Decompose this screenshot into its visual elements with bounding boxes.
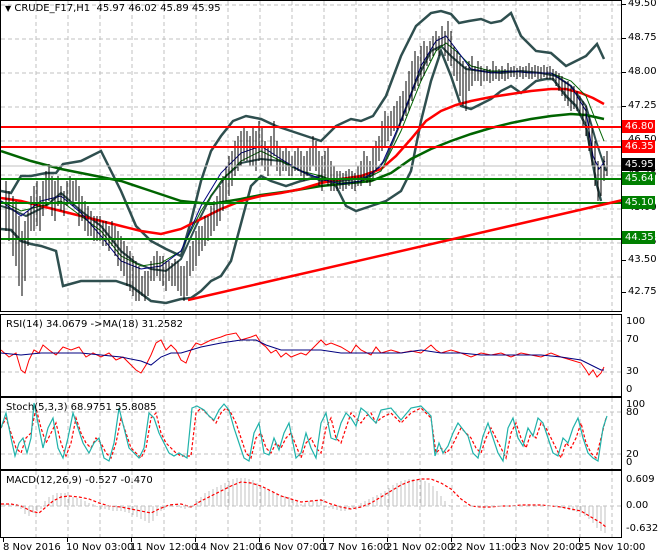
macd-panel[interactable]: MACD(12,26,9) -0.527 -0.470 bbox=[0, 470, 622, 538]
ohlc-values: 45.97 46.02 45.89 45.95 bbox=[96, 3, 221, 14]
bollinger-lower bbox=[1, 47, 603, 305]
macd-axis: 0.609 0.00 -0.632 bbox=[622, 470, 660, 538]
price-label: 47.25 bbox=[628, 100, 657, 111]
price-label: 49.50 bbox=[628, 0, 657, 9]
stoch-axis-label: 100 bbox=[626, 399, 646, 410]
stoch-main-line bbox=[1, 402, 608, 463]
price-label: 48.75 bbox=[628, 32, 657, 43]
level-tag-45-64: 45.64 bbox=[622, 172, 655, 185]
level-tag-45-10: 45.10 bbox=[622, 196, 655, 209]
rsi-axis-label: 0 bbox=[626, 384, 633, 395]
stoch-axis-label: 20 bbox=[626, 449, 639, 460]
stoch-signal-line bbox=[1, 407, 607, 460]
macd-histogram bbox=[4, 478, 606, 533]
time-label: 14 Nov 21:00 bbox=[194, 542, 262, 553]
price-label: 46.50 bbox=[628, 134, 657, 145]
stoch-title: Stoch(5,3,3) 68.9751 55.8085 bbox=[6, 402, 157, 413]
price-label: 48.00 bbox=[628, 66, 657, 77]
stoch-axis: 100 80 20 0 bbox=[622, 397, 660, 470]
macd-axis-label: -0.632 bbox=[626, 523, 659, 534]
price-chart-canvas bbox=[1, 1, 621, 311]
rsi-axis-label: 30 bbox=[626, 366, 639, 377]
time-label: 16 Nov 07:00 bbox=[258, 542, 326, 553]
macd-title: MACD(12,26,9) -0.527 -0.470 bbox=[6, 475, 153, 486]
rsi-title: RSI(14) 34.0679 ->MA(18) 31.2582 bbox=[6, 319, 183, 330]
time-label: 11 Nov 12:00 bbox=[130, 542, 198, 553]
rsi-axis-label: 100 bbox=[626, 316, 646, 327]
symbol-label: CRUDE_F17,H1 bbox=[14, 3, 91, 14]
stoch-panel[interactable]: Stoch(5,3,3) 68.9751 55.8085 bbox=[0, 397, 622, 470]
price-chart-panel[interactable]: ▼ CRUDE_F17,H1 45.97 46.02 45.89 45.95 bbox=[0, 0, 622, 312]
time-label: 23 Nov 20:00 bbox=[514, 542, 582, 553]
price-label: 42.75 bbox=[628, 286, 657, 297]
time-label: 17 Nov 16:00 bbox=[322, 542, 390, 553]
price-axis[interactable]: 49.50 48.75 48.00 47.25 46.50 45.75 45.0… bbox=[622, 0, 660, 312]
level-tag-46-35: 46.35 bbox=[622, 140, 655, 153]
macd-axis-label: 0.00 bbox=[626, 500, 649, 511]
rsi-ma-line bbox=[1, 339, 604, 371]
macd-signal-line bbox=[1, 478, 607, 528]
chart-title: ▼ CRUDE_F17,H1 45.97 46.02 45.89 45.95 bbox=[5, 3, 221, 14]
macd-canvas bbox=[1, 471, 621, 537]
current-price-tag: 45.95 bbox=[622, 158, 655, 171]
rsi-panel[interactable]: RSI(14) 34.0679 ->MA(18) 31.2582 bbox=[0, 314, 622, 397]
level-tag-44-35: 44.35 bbox=[622, 231, 655, 244]
level-tag-46-80: 46.80 bbox=[622, 120, 655, 133]
stoch-canvas bbox=[1, 398, 621, 469]
time-label: 10 Nov 03:00 bbox=[66, 542, 134, 553]
rsi-axis-label: 70 bbox=[626, 334, 639, 345]
stoch-axis-label: 0 bbox=[626, 457, 633, 468]
price-label: 43.50 bbox=[628, 254, 657, 265]
triangle-down-icon[interactable]: ▼ bbox=[5, 4, 12, 13]
time-label: 22 Nov 11:00 bbox=[450, 542, 518, 553]
uptrend-line bbox=[187, 199, 621, 302]
time-label: 25 Nov 10:00 bbox=[578, 542, 646, 553]
time-label: 8 Nov 2016 bbox=[3, 542, 61, 553]
rsi-canvas bbox=[1, 315, 621, 396]
rsi-axis: 100 70 30 0 bbox=[622, 314, 660, 397]
macd-axis-label: 0.609 bbox=[626, 474, 655, 485]
time-label: 21 Nov 02:00 bbox=[386, 542, 454, 553]
stoch-axis-label: 80 bbox=[626, 407, 639, 418]
